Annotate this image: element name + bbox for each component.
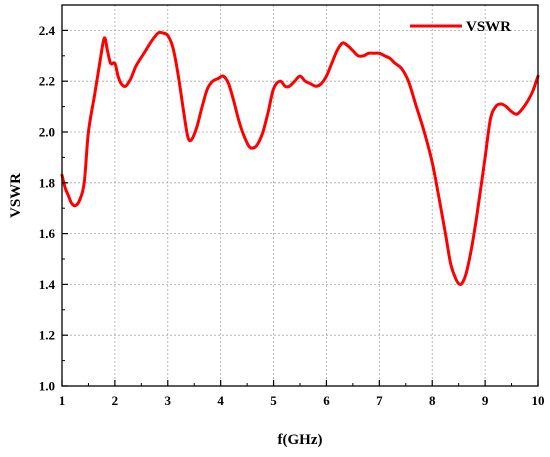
y-tick-label: 1.8 [39,175,56,190]
y-tick-label: 1.6 [39,226,56,241]
series-line-vswr [60,30,540,286]
legend-label-vswr: VSWR [466,19,511,35]
x-tick-label: 8 [429,393,436,408]
tick-layer [61,29,539,387]
x-tick-label: 10 [532,393,545,408]
x-axis-title: f(GHz) [278,432,323,448]
legend: VSWR [410,19,511,35]
tick-label-layer: 1 2 3 4 5 6 7 8 9 10 1.0 1.2 1.4 1.6 1.8 2.0 2.2 2.4 [39,23,545,408]
x-tick-label: 6 [323,393,330,408]
x-tick-label: 9 [482,393,489,408]
y-tick-label: 1.2 [39,328,55,343]
x-tick-label: 5 [270,393,277,408]
x-tick-label: 2 [112,393,119,408]
y-tick-label: 1.4 [39,277,56,292]
x-tick-label: 4 [217,393,224,408]
y-tick-label: 2.2 [39,74,55,89]
x-tick-label: 3 [165,393,172,408]
y-tick-label: 2.0 [39,125,55,140]
y-tick-label: 1.0 [39,379,55,394]
plot-frame [61,4,539,387]
series-layer [60,30,540,286]
y-axis-title: VSWR [8,173,24,218]
y-tick-label: 2.4 [39,23,56,38]
x-tick-label: 1 [59,393,66,408]
grid-layer [62,5,538,386]
x-tick-label: 7 [376,393,383,408]
